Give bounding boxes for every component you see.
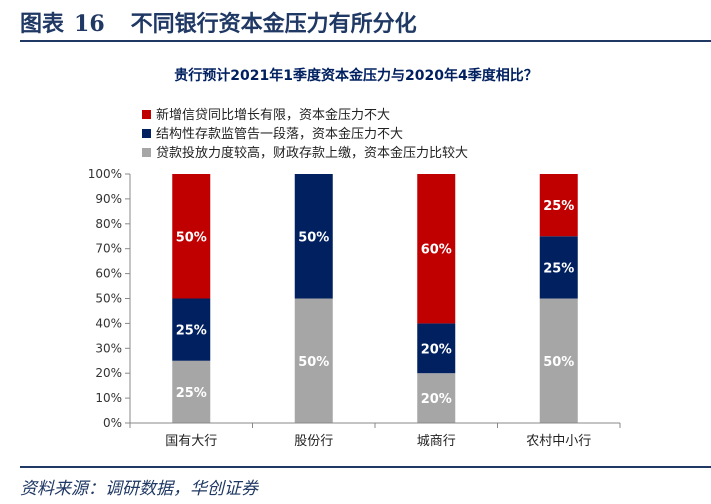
data-label: 50%	[298, 355, 329, 370]
bar-segment	[539, 174, 578, 237]
source-note: 资料来源：调研数据，华创证券	[20, 479, 258, 499]
bar-segment	[539, 236, 578, 299]
bar-segment	[172, 298, 211, 361]
figure-title-text: 不同银行资本金压力有所分化	[130, 11, 417, 37]
data-label: 25%	[543, 199, 574, 214]
x-tick-label: 农村中小行	[526, 434, 591, 449]
y-tick-label: 60%	[95, 267, 122, 281]
y-tick-label: 80%	[95, 217, 122, 231]
y-tick-label: 20%	[95, 366, 122, 380]
figure-header: 图表 16 不同银行资本金压力有所分化	[0, 0, 711, 42]
legend-swatch-1	[142, 129, 151, 138]
data-label: 50%	[543, 355, 574, 370]
chart-legend: 新增信贷同比增长有限，资本金压力不大结构性存款监管告一段落，资本金压力不大贷款投…	[142, 107, 468, 161]
chart-title: 贵行预计2021年1季度资本金压力与2020年4季度相比？	[174, 67, 537, 84]
footer-rule	[20, 466, 711, 468]
figure-number: 16	[74, 11, 105, 37]
legend-swatch-2	[142, 110, 151, 119]
data-label: 50%	[176, 230, 207, 245]
bar-segment	[417, 174, 456, 324]
legend-label-1: 结构性存款监管告一段落，资本金压力不大	[156, 126, 403, 142]
bar-segment	[539, 298, 578, 423]
legend-label-2: 新增信贷同比增长有限，资本金压力不大	[156, 107, 390, 123]
bars: 25% 25% 50% 50% 50% 20% 20% 60% 50% 25% 25%	[172, 174, 578, 423]
y-tick-label: 40%	[95, 316, 122, 330]
figure-title: 图表 16 不同银行资本金压力有所分化	[20, 6, 417, 38]
bar-segment	[172, 360, 211, 423]
y-tick-label: 30%	[95, 341, 122, 355]
x-tick-label: 城商行	[417, 434, 456, 449]
bar-segment	[172, 174, 211, 299]
y-tick-label: 50%	[95, 292, 122, 306]
y-tick-label: 0%	[103, 416, 122, 430]
y-tick-label: 100%	[88, 167, 122, 181]
x-axis: 国有大行 股份行 城商行 农村中小行	[129, 422, 621, 449]
header-rule	[20, 40, 711, 42]
data-label: 20%	[421, 342, 452, 357]
data-label: 25%	[176, 386, 207, 401]
bar-segment	[294, 174, 333, 299]
data-label: 25%	[176, 324, 207, 339]
y-axis: 0% 10% 20% 30% 40% 50% 60% 70% 80% 90% 100%	[88, 167, 131, 430]
x-tick-label: 国有大行	[165, 434, 217, 449]
bar-segment	[417, 373, 456, 423]
data-label: 25%	[543, 261, 574, 276]
y-tick-label: 90%	[95, 192, 122, 206]
bar-segment	[294, 298, 333, 423]
legend-label-0: 贷款投放力度较高，财政存款上缴，资本金压力比较大	[156, 145, 468, 161]
y-tick-label: 10%	[95, 391, 122, 405]
x-tick-label: 股份行	[294, 434, 333, 449]
y-tick-label: 70%	[95, 242, 122, 256]
bar-segment	[417, 323, 456, 374]
data-label: 60%	[421, 243, 452, 258]
figure-label: 图表	[20, 11, 65, 37]
data-label: 50%	[298, 230, 329, 245]
data-label: 20%	[421, 392, 452, 407]
legend-swatch-0	[142, 148, 151, 157]
